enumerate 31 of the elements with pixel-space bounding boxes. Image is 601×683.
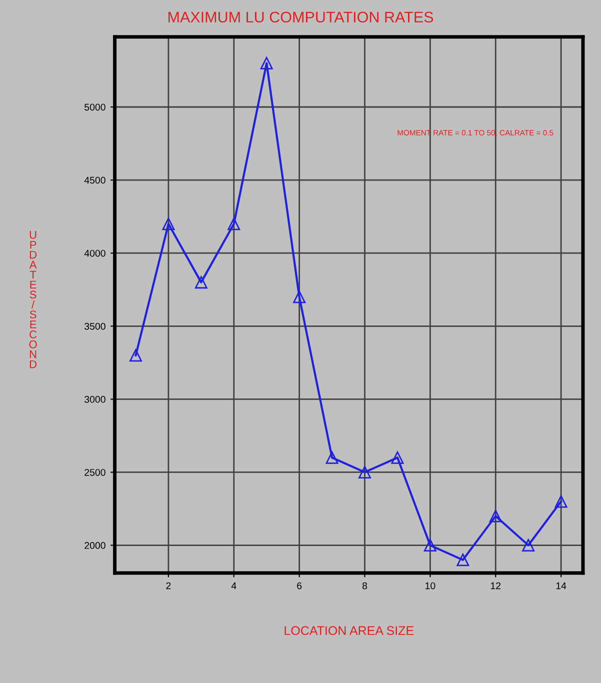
point	[358, 466, 371, 478]
point	[228, 218, 240, 230]
point	[129, 349, 142, 362]
point	[293, 290, 306, 304]
point	[194, 276, 208, 289]
y-tick-label: 3000	[84, 396, 106, 403]
point	[391, 451, 404, 464]
chart-title: MAXIMUM LU COMPUTATION RATES	[168, 12, 434, 23]
text: UPDATES/SECOND	[29, 231, 37, 368]
point	[522, 539, 535, 552]
x-tick-label: 10	[426, 582, 436, 590]
x-tick-label: 12	[490, 582, 501, 590]
y-tick-label: 2500	[84, 468, 106, 476]
x-tick-label: 4	[231, 582, 236, 590]
y-tick-label: 4500	[84, 176, 106, 184]
x-tick-label: 14	[556, 582, 566, 590]
y-tick-label: 2000	[84, 542, 106, 549]
x-tick-label: 8	[362, 582, 368, 590]
point	[424, 539, 436, 552]
x-axis-title: LOCATION AREA SIZE	[284, 626, 414, 636]
point	[260, 56, 273, 70]
y-tick-label: 5000	[84, 104, 106, 111]
point	[554, 495, 568, 508]
point	[456, 554, 470, 566]
point	[326, 451, 338, 464]
y-tick-label: 3500	[84, 322, 106, 330]
point	[162, 218, 175, 230]
x-tick-label: 2	[166, 582, 171, 590]
y-tick-label: 4000	[84, 250, 106, 257]
x-tick-label: 6	[297, 582, 302, 590]
point	[489, 510, 502, 522]
